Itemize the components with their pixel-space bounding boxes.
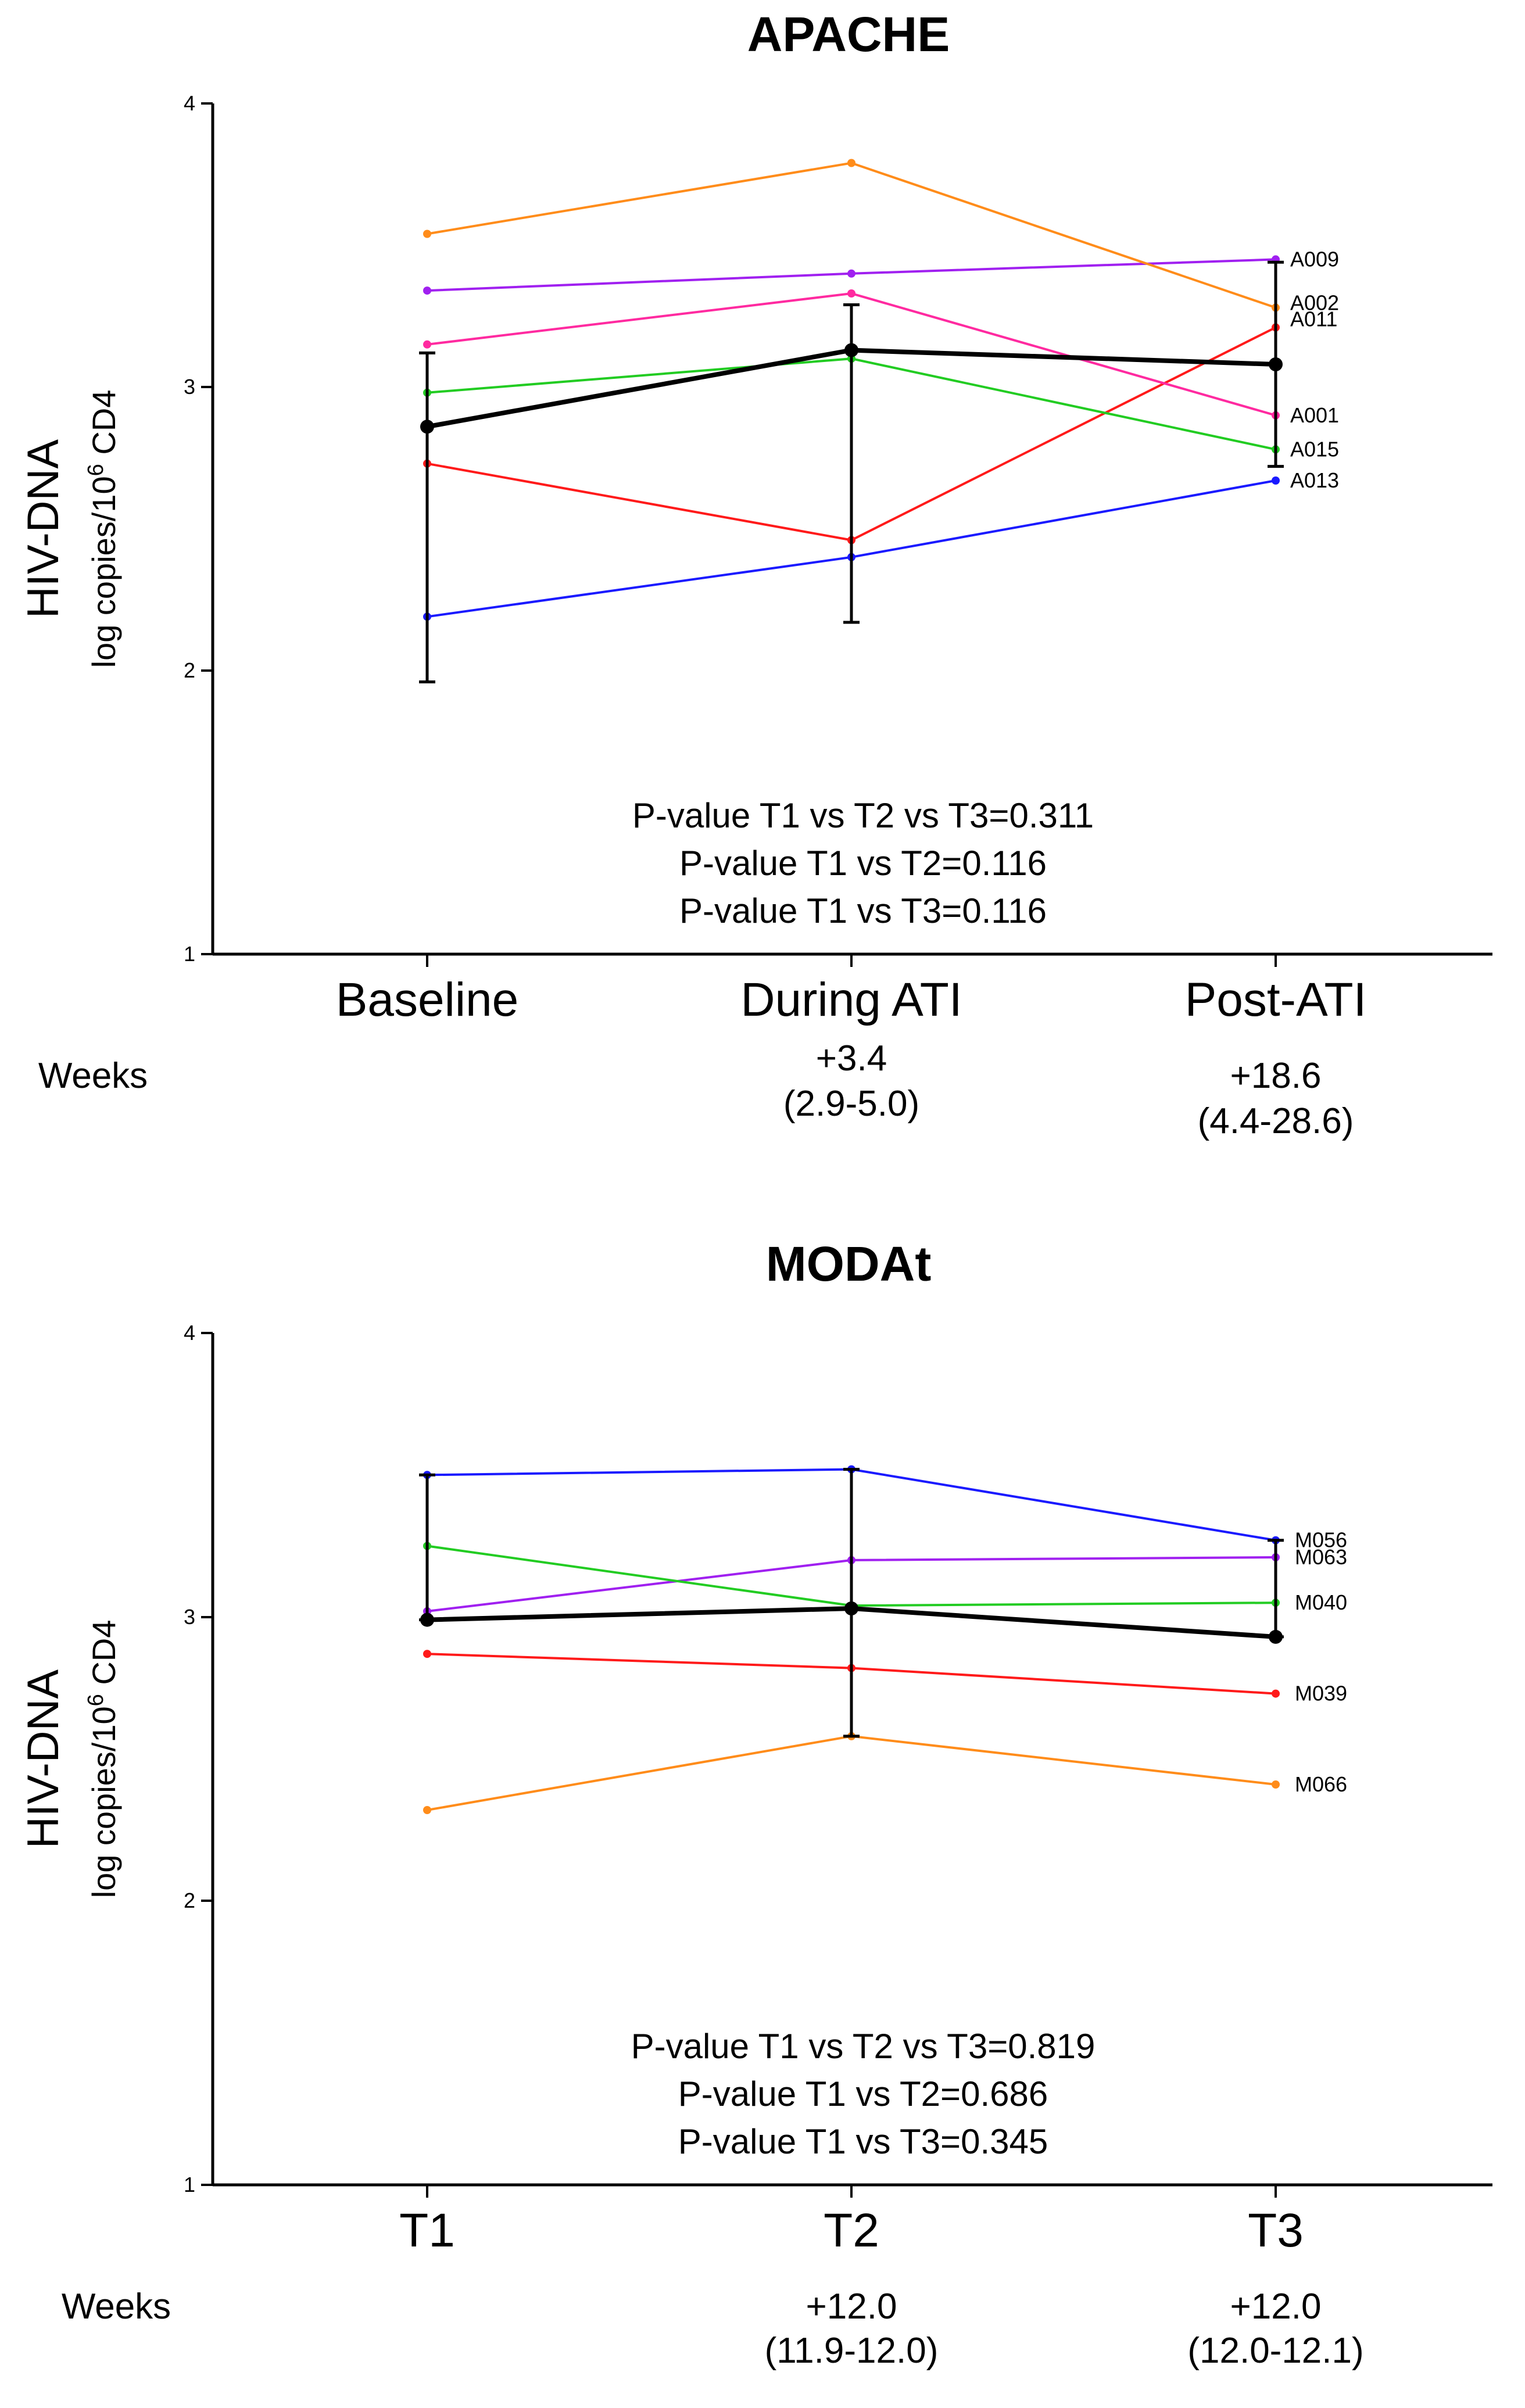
p-value-annotation: P-value T1 vs T2 vs T3=0.311 (632, 796, 1094, 835)
data-point (847, 159, 855, 167)
y-axis-sublabel: log copies/106 CD4 (84, 390, 122, 668)
panel-modat: MODAt 1 2 3 4 HIV-DNA log copies/106 CD4… (19, 1237, 1492, 2371)
mean-point (420, 420, 434, 434)
chart-title: MODAt (766, 1237, 932, 1291)
x-category-label: T3 (1248, 2204, 1304, 2257)
x-category-label: T2 (824, 2204, 879, 2257)
y-tick-label: 4 (184, 91, 195, 115)
x-category-label: Baseline (336, 973, 519, 1026)
y-tick-label: 4 (184, 1321, 195, 1345)
series-label: A009 (1290, 247, 1339, 271)
weeks-value: +12.0 (1230, 2287, 1322, 2327)
data-point (423, 340, 431, 349)
data-point (847, 269, 855, 278)
y-axis-label: HIV-DNA (19, 1669, 68, 1849)
series-label: M039 (1295, 1682, 1347, 1705)
weeks-label: Weeks (62, 2287, 171, 2327)
series-label: A013 (1290, 468, 1339, 492)
mean-point (1269, 357, 1283, 371)
series-label: A015 (1290, 437, 1339, 461)
data-point (1272, 1780, 1280, 1789)
data-point (1272, 1689, 1280, 1698)
y-tick-label: 1 (184, 2173, 195, 2196)
x-category-label: Post-ATI (1185, 973, 1367, 1026)
data-point (423, 1806, 431, 1814)
weeks-range: (4.4-28.6) (1198, 1101, 1354, 1141)
weeks-range: (2.9-5.0) (783, 1084, 919, 1124)
p-value-annotation: P-value T1 vs T3=0.116 (679, 891, 1047, 930)
weeks-range: (11.9-12.0) (765, 2331, 939, 2371)
weeks-value: +18.6 (1230, 1056, 1322, 1096)
y-tick-label: 2 (184, 658, 195, 682)
x-category-label: During ATI (740, 973, 962, 1026)
x-axis-ticks (426, 954, 1277, 967)
chart-title: APACHE (747, 7, 950, 62)
weeks-range: (12.0-12.1) (1187, 2331, 1363, 2371)
series-line-m066 (427, 1735, 1276, 1811)
data-point (423, 230, 431, 238)
p-value-annotation: P-value T1 vs T2=0.116 (679, 844, 1047, 883)
p-value-annotation: P-value T1 vs T2 vs T3=0.819 (631, 2027, 1096, 2066)
series-label: A001 (1290, 403, 1339, 427)
series-label: M040 (1295, 1590, 1347, 1614)
x-axis-ticks (426, 2185, 1277, 2198)
y-tick-label: 3 (184, 1605, 195, 1629)
p-value-annotation: P-value T1 vs T2=0.686 (678, 2074, 1048, 2113)
mean-point (844, 343, 858, 357)
y-tick-label: 1 (184, 942, 195, 966)
data-point (423, 1650, 431, 1658)
data-point (423, 286, 431, 295)
series-label: M056 (1295, 1528, 1347, 1552)
p-value-annotation: P-value T1 vs T3=0.345 (678, 2122, 1048, 2161)
weeks-value: +3.4 (816, 1038, 887, 1078)
data-point (847, 289, 855, 298)
mean-point (420, 1612, 434, 1627)
series-label: A002 (1290, 291, 1339, 314)
y-tick-label: 2 (184, 1889, 195, 1912)
y-axis-sublabel: log copies/106 CD4 (84, 1620, 122, 1898)
weeks-value: +12.0 (806, 2287, 897, 2327)
series-label: M063 (1295, 1545, 1347, 1569)
y-axis-label: HIV-DNA (19, 439, 68, 619)
panel-apache: APACHE 1 2 3 4 HIV-DNA log copies/106 CD… (19, 7, 1492, 1141)
mean-point (1269, 1629, 1283, 1644)
y-tick-label: 3 (184, 375, 195, 399)
weeks-label: Weeks (38, 1056, 148, 1096)
series-label: M066 (1295, 1772, 1347, 1796)
data-point (1272, 476, 1280, 485)
series-label: A011 (1290, 307, 1337, 331)
mean-point (844, 1601, 858, 1615)
x-category-label: T1 (399, 2204, 455, 2257)
